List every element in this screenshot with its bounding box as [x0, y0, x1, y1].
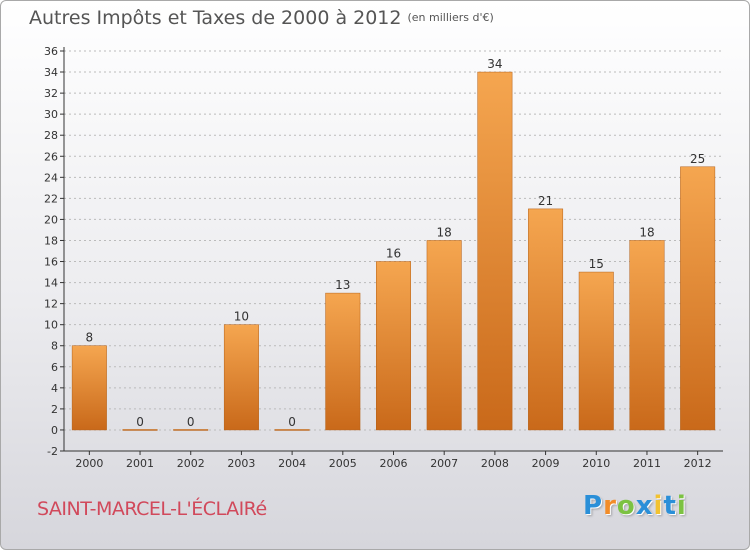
- y-tick-label: 16: [44, 256, 58, 269]
- logo-letter: r: [603, 491, 617, 521]
- bar: [173, 429, 209, 431]
- data-label: 16: [386, 247, 401, 261]
- x-tick-label: 2009: [532, 457, 560, 470]
- y-tick-label: -2: [47, 445, 58, 458]
- y-tick-label: 22: [44, 192, 58, 205]
- bar: [629, 240, 665, 431]
- data-label: 25: [690, 152, 705, 166]
- bar: [325, 292, 361, 431]
- data-label: 18: [437, 225, 452, 239]
- bar: [274, 429, 310, 431]
- y-tick-label: 36: [44, 45, 58, 58]
- x-tick-label: 2004: [278, 457, 306, 470]
- data-label: 15: [589, 257, 604, 271]
- x-tick-label: 2003: [227, 457, 255, 470]
- bar: [426, 240, 462, 431]
- logo-letter: P: [583, 491, 604, 521]
- logo-letter: i: [676, 491, 687, 521]
- bar: [71, 345, 107, 431]
- x-tick-label: 2008: [481, 457, 509, 470]
- x-tick-label: 2010: [582, 457, 610, 470]
- y-tick-label: 6: [51, 361, 58, 374]
- bar: [528, 208, 564, 431]
- logo-letter: i: [653, 491, 664, 521]
- y-tick-label: 18: [44, 234, 58, 247]
- y-tick-label: 12: [44, 298, 58, 311]
- y-tick-label: 2: [51, 403, 58, 416]
- x-tick-label: 2005: [329, 457, 357, 470]
- logo-letter: o: [616, 491, 636, 521]
- logo-letter: t: [663, 491, 677, 521]
- title-text: Autres Impôts et Taxes de 2000 à 2012: [29, 7, 402, 29]
- y-tick-label: 8: [51, 340, 58, 353]
- bar: [477, 71, 513, 431]
- bar: [122, 429, 158, 431]
- bar: [680, 166, 716, 431]
- x-tick-label: 2006: [380, 457, 408, 470]
- commune-name: SAINT-MARCEL-L'ÉCLAIRé: [37, 498, 267, 520]
- x-tick-label: 2001: [126, 457, 154, 470]
- y-tick-label: 30: [44, 108, 58, 121]
- y-tick-label: 14: [44, 277, 58, 290]
- unit-note: (en milliers d'€): [407, 11, 494, 24]
- y-tick-label: 10: [44, 319, 58, 332]
- data-label: 34: [487, 57, 502, 71]
- bar: [376, 261, 411, 431]
- bar: [578, 271, 614, 431]
- y-tick-label: 26: [44, 150, 58, 163]
- logo-letter: x: [635, 491, 654, 521]
- data-label: 0: [136, 415, 144, 429]
- data-label: 21: [538, 194, 553, 208]
- x-tick-label: 2007: [430, 457, 458, 470]
- data-label: 18: [639, 225, 654, 239]
- x-tick-label: 2002: [177, 457, 205, 470]
- data-label: 13: [335, 278, 350, 292]
- x-tick-label: 2000: [75, 457, 103, 470]
- y-tick-label: 34: [44, 66, 58, 79]
- data-label: 0: [288, 415, 296, 429]
- bar: [223, 324, 259, 431]
- y-tick-label: 4: [51, 382, 58, 395]
- y-tick-label: 28: [44, 129, 58, 142]
- data-label: 0: [187, 415, 195, 429]
- y-tick-label: 20: [44, 213, 58, 226]
- y-tick-label: 0: [51, 424, 58, 437]
- x-tick-label: 2011: [633, 457, 661, 470]
- y-tick-label: 24: [44, 171, 58, 184]
- y-tick-label: 32: [44, 87, 58, 100]
- proxiti-logo[interactable]: Proxiti: [583, 491, 687, 521]
- chart-title: Autres Impôts et Taxes de 2000 à 2012 (en…: [29, 7, 494, 29]
- data-label: 10: [234, 310, 249, 324]
- data-label: 8: [86, 331, 94, 345]
- x-tick-label: 2012: [684, 457, 712, 470]
